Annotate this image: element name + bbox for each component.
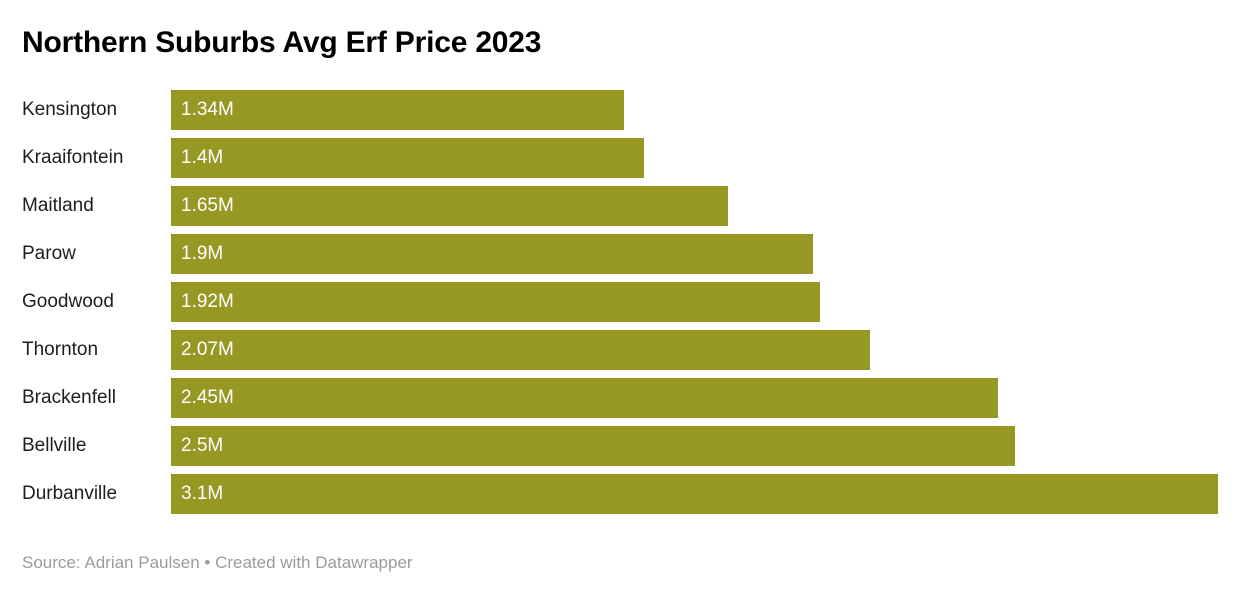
bar-row: Kraaifontein 1.4M bbox=[22, 138, 1218, 178]
category-label: Brackenfell bbox=[22, 387, 116, 408]
bar: 2.5M bbox=[171, 426, 1016, 466]
bar-row: Maitland 1.65M bbox=[22, 186, 1218, 226]
bar-track: 2.5M bbox=[171, 426, 1218, 466]
bar-row: Brackenfell 2.45M bbox=[22, 378, 1218, 418]
bar-value-label: 2.45M bbox=[181, 387, 234, 408]
page-title: Northern Suburbs Avg Erf Price 2023 bbox=[22, 26, 542, 59]
category-label: Parow bbox=[22, 243, 76, 264]
bar-row: Kensington 1.34M bbox=[22, 90, 1218, 130]
category-label: Thornton bbox=[22, 339, 99, 360]
attribution-text: Created with Datawrapper bbox=[215, 553, 413, 572]
source-text: Source: Adrian Paulsen bbox=[22, 553, 200, 572]
footer-separator: • bbox=[199, 553, 216, 572]
bar-value-label: 1.4M bbox=[181, 147, 224, 168]
chart-footer: Source: Adrian Paulsen • Created with Da… bbox=[22, 552, 1218, 574]
bar-track: 1.65M bbox=[171, 186, 1218, 226]
category-label: Durbanville bbox=[22, 483, 118, 504]
bar-track: 1.4M bbox=[171, 138, 1218, 178]
bar-value-label: 3.1M bbox=[181, 483, 224, 504]
bar-track: 1.34M bbox=[171, 90, 1218, 130]
bar-chart: Kensington 1.34M Kraaifontein 1.4M Maitl… bbox=[22, 90, 1218, 514]
bar-track: 3.1M bbox=[171, 474, 1218, 514]
bar-track: 1.92M bbox=[171, 282, 1218, 322]
bar-row: Parow 1.9M bbox=[22, 234, 1218, 274]
bar: 1.4M bbox=[171, 138, 644, 178]
bar-value-label: 1.65M bbox=[181, 195, 234, 216]
bar-row: Goodwood 1.92M bbox=[22, 282, 1218, 322]
bar-value-label: 2.07M bbox=[181, 339, 234, 360]
bar-track: 2.07M bbox=[171, 330, 1218, 370]
bar-track: 1.9M bbox=[171, 234, 1218, 274]
category-label: Goodwood bbox=[22, 291, 114, 312]
bar-value-label: 1.34M bbox=[181, 99, 234, 120]
bar-track: 2.45M bbox=[171, 378, 1218, 418]
bar-row: Thornton 2.07M bbox=[22, 330, 1218, 370]
category-label: Maitland bbox=[22, 195, 94, 216]
bar-row: Bellville 2.5M bbox=[22, 426, 1218, 466]
bar: 1.65M bbox=[171, 186, 729, 226]
bar: 2.07M bbox=[171, 330, 871, 370]
bar-value-label: 1.92M bbox=[181, 291, 234, 312]
bar-value-label: 2.5M bbox=[181, 435, 224, 456]
category-label: Bellville bbox=[22, 435, 87, 456]
bar: 3.1M bbox=[171, 474, 1218, 514]
bar: 2.45M bbox=[171, 378, 999, 418]
bar: 1.34M bbox=[171, 90, 624, 130]
bar: 1.92M bbox=[171, 282, 820, 322]
bar-value-label: 1.9M bbox=[181, 243, 224, 264]
bar-row: Durbanville 3.1M bbox=[22, 474, 1218, 514]
category-label: Kensington bbox=[22, 99, 118, 120]
bar: 1.9M bbox=[171, 234, 813, 274]
category-label: Kraaifontein bbox=[22, 147, 124, 168]
